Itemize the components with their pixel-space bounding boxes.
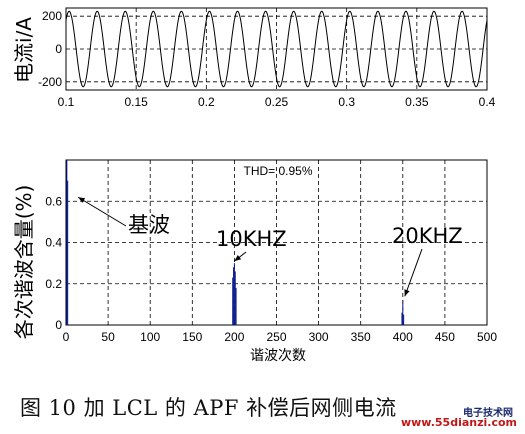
bottom-x-tick-label: 350 (351, 330, 371, 344)
bottom-x-tick-label: 50 (101, 330, 115, 344)
top-x-tick-label: 0.1 (58, 95, 75, 109)
spectrum-bar (235, 287, 237, 325)
bottom-x-tick-label: 200 (224, 330, 244, 344)
annotation-label: 10KHZ (216, 227, 287, 251)
top-ylabel: 电流i/A (12, 17, 36, 83)
bottom-y-tick-label: 0.2 (45, 277, 62, 291)
top-grid (66, 8, 487, 90)
top-y-tick-label: -200 (38, 75, 62, 89)
spectrum-bar (233, 267, 235, 325)
figure-caption: 图 10 加 LCL 的 APF 补偿后网侧电流 (20, 396, 397, 420)
annotation-arrow-head (404, 289, 410, 297)
top-x-tick-label: 0.2 (198, 95, 215, 109)
bottom-y-tick-label: 0.4 (45, 236, 62, 250)
top-chart: 0.1 0.15 0.2 0.25 0.3 0.35 0.4 200 0 -200 电流i/A (12, 7, 496, 109)
bottom-x-tick-label: 400 (393, 330, 413, 344)
bottom-x-tick-label: 150 (182, 330, 202, 344)
bottom-grid (66, 160, 487, 325)
bottom-x-tick-label: 250 (266, 330, 286, 344)
spectrum-bar (233, 263, 235, 325)
top-y-tick-label: 0 (55, 42, 62, 56)
bottom-chart: 0 50 100 150 200 250 300 350 400 450 500 0 0.2 0.4 0.6… (12, 159, 497, 363)
top-y-tick-label: 200 (42, 9, 62, 23)
bottom-x-tick-label: 450 (435, 330, 455, 344)
top-ticks: 0.1 0.15 0.2 0.25 0.3 0.35 0.4 200 0 -200 (38, 9, 496, 109)
annotation-arrow-head (78, 197, 86, 203)
top-x-tick-label: 0.3 (338, 95, 355, 109)
bottom-xlabel: 谐波次数 (250, 347, 306, 363)
current-waveform-line (65, 10, 488, 88)
bottom-x-tick-label: 100 (140, 330, 160, 344)
annotation-label: 20KHZ (392, 224, 463, 248)
bottom-x-tick-label: 0 (63, 330, 70, 344)
top-x-tick-label: 0.35 (405, 95, 429, 109)
bottom-y-tick-label: 0 (55, 318, 62, 332)
bottom-x-tick-label: 300 (309, 330, 329, 344)
spectrum-bar (401, 312, 403, 325)
spectrum-bar (234, 271, 236, 325)
annotation-arrow-head (234, 254, 242, 262)
bottom-ticks: 0 50 100 150 200 250 300 350 400 450 500 0 0.2 0.4 0.6 (45, 194, 497, 344)
spectrum-bar (66, 160, 68, 325)
annotation-arrow-line (404, 248, 423, 297)
spectrum-annotations: 基波 10KHZ 20KHZ (77, 196, 463, 297)
annotation-arrow-line (77, 196, 127, 227)
top-x-tick-label: 0.4 (479, 95, 496, 109)
bottom-ylabel: 各次谐波含量(%) (12, 185, 36, 340)
bottom-x-tick-label: 500 (477, 330, 497, 344)
top-x-tick-label: 0.15 (124, 95, 148, 109)
spectrum-bars (66, 160, 405, 325)
bottom-title: THD= 0.95% (243, 164, 312, 178)
annotation-label: 基波 (128, 213, 170, 237)
watermark-line1: 电子技术网 (463, 408, 513, 419)
bottom-y-tick-label: 0.6 (45, 194, 62, 208)
watermark-line2: www.55dianzi.com (400, 416, 517, 429)
spectrum-bar (232, 277, 234, 325)
spectrum-bar (403, 314, 405, 325)
top-x-tick-label: 0.25 (265, 95, 289, 109)
spectrum-bar (67, 180, 69, 325)
spectrum-bar (402, 300, 404, 325)
